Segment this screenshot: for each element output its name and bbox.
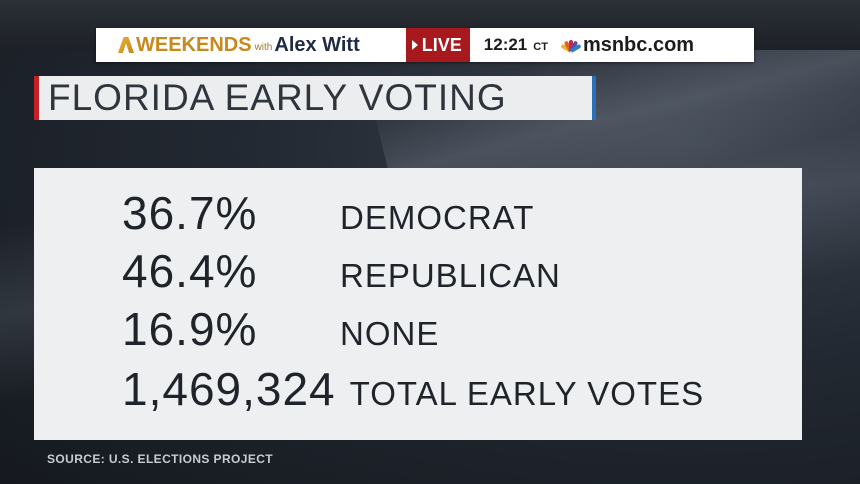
show-logo-icon	[118, 37, 134, 53]
broadcast-header: WEEKENDS with Alex Witt LIVE 12:21 CT ms…	[96, 28, 754, 62]
stat-label: DEMOCRAT	[340, 199, 535, 236]
live-label: LIVE	[421, 34, 462, 55]
stat-label: REPUBLICAN	[340, 257, 561, 294]
stat-label: NONE	[340, 315, 440, 352]
graphic-title: FLORIDA EARLY VOTING	[48, 77, 507, 118]
stat-row-republican: 46.4% REPUBLICAN	[122, 244, 561, 298]
source-note: SOURCE: U.S. ELECTIONS PROJECT	[47, 452, 274, 466]
live-arrow-icon	[411, 40, 418, 50]
stat-row-none: 16.9% NONE	[122, 302, 439, 356]
stat-label: TOTAL EARLY VOTES	[349, 375, 705, 412]
stat-row-democrat: 36.7% DEMOCRAT	[122, 186, 534, 240]
stat-row-total: 1,469,324 TOTAL EARLY VOTES	[122, 362, 704, 416]
stat-value: 46.4%	[122, 245, 258, 297]
stats-panel: 36.7% DEMOCRAT 46.4% REPUBLICAN 16.9% NO…	[34, 168, 802, 440]
title-accent-red	[34, 76, 39, 120]
stat-value: 1,469,324	[122, 363, 336, 415]
show-host: Alex Witt	[274, 33, 360, 56]
stat-value: 36.7%	[122, 187, 258, 239]
show-name: WEEKENDS	[136, 33, 252, 56]
peacock-icon	[560, 39, 582, 53]
title-accent-blue	[592, 76, 596, 120]
show-logo: WEEKENDS with Alex Witt	[118, 34, 360, 57]
broadcast-timezone: CT	[533, 40, 548, 53]
show-name-with: with	[254, 41, 273, 53]
live-badge: LIVE	[405, 28, 470, 62]
graphic-title-box: FLORIDA EARLY VOTING	[34, 76, 596, 120]
stat-value: 16.9%	[122, 303, 258, 355]
network-name: msnbc.com	[582, 33, 695, 56]
broadcast-time: 12:21	[483, 35, 528, 54]
